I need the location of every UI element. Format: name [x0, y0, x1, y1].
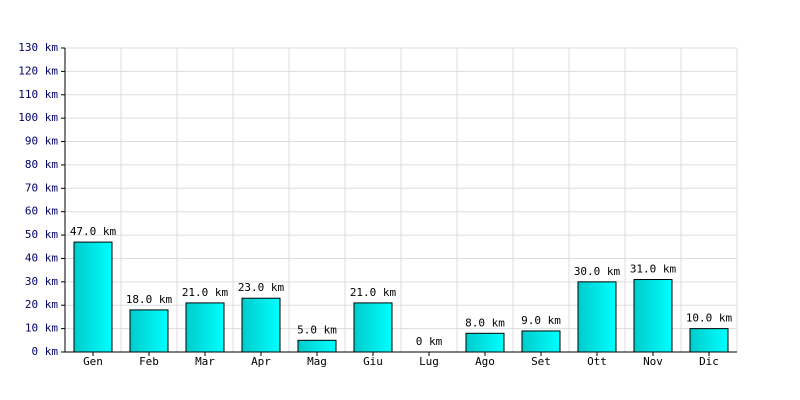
y-tick-label: 40 km: [25, 251, 58, 264]
y-tick-label: 80 km: [25, 158, 58, 171]
value-label: 0 km: [416, 335, 443, 348]
value-label: 18.0 km: [126, 293, 173, 306]
bar: [633, 279, 673, 353]
value-label: 21.0 km: [182, 286, 229, 299]
bar: [297, 339, 337, 353]
x-tick-label: Feb: [139, 355, 159, 368]
value-label: 47.0 km: [70, 225, 117, 238]
bar: [185, 302, 225, 353]
x-tick-label: Dic: [699, 355, 719, 368]
bar: [465, 332, 505, 353]
y-tick-label: 100 km: [18, 111, 58, 124]
y-tick-label: 60 km: [25, 205, 58, 218]
bar: [353, 302, 393, 353]
x-tick-label: Ott: [587, 355, 607, 368]
y-tick-label: 50 km: [25, 228, 58, 241]
x-tick-label: Mag: [307, 355, 327, 368]
x-tick-label: Mar: [195, 355, 215, 368]
value-label: 5.0 km: [297, 323, 337, 336]
y-tick-label: 30 km: [25, 275, 58, 288]
bar: [521, 330, 561, 353]
bar: [129, 309, 169, 353]
bar: [689, 328, 729, 353]
value-label: 10.0 km: [686, 312, 733, 325]
bar: [577, 281, 617, 353]
x-tick-label: Nov: [643, 355, 663, 368]
x-tick-label: Apr: [251, 355, 271, 368]
value-label: 30.0 km: [574, 265, 621, 278]
y-tick-label: 0 km: [32, 345, 59, 358]
y-tick-label: 20 km: [25, 298, 58, 311]
x-tick-label: Giu: [363, 355, 383, 368]
value-label: 9.0 km: [521, 314, 561, 327]
y-tick-label: 10 km: [25, 322, 58, 335]
y-tick-label: 130 km: [18, 41, 58, 54]
x-tick-label: Set: [531, 355, 551, 368]
x-tick-label: Gen: [83, 355, 103, 368]
value-label: 23.0 km: [238, 281, 285, 294]
value-label: 21.0 km: [350, 286, 397, 299]
y-tick-label: 70 km: [25, 181, 58, 194]
y-tick-label: 120 km: [18, 64, 58, 77]
bar: [241, 297, 281, 353]
x-tick-label: Ago: [475, 355, 495, 368]
value-label: 8.0 km: [465, 316, 505, 329]
bar: [73, 241, 113, 353]
y-tick-label: 90 km: [25, 135, 58, 148]
x-tick-label: Lug: [419, 355, 439, 368]
value-label: 31.0 km: [630, 263, 677, 276]
y-tick-label: 110 km: [18, 88, 58, 101]
